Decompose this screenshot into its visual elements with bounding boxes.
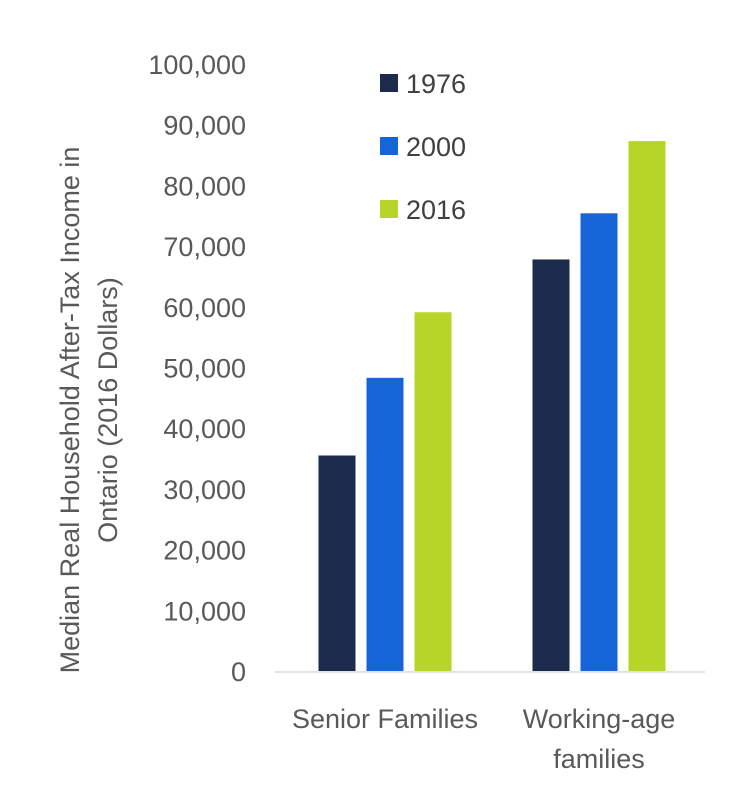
legend-swatch	[380, 200, 398, 218]
y-tick-label: 40,000	[163, 414, 246, 444]
legend-label: 2016	[406, 195, 466, 225]
legend-swatch	[380, 74, 398, 92]
bar-2016	[628, 141, 666, 672]
bars	[318, 141, 666, 672]
y-tick-label: 80,000	[163, 171, 246, 201]
legend-swatch	[380, 137, 398, 155]
y-tick-label: 100,000	[148, 50, 246, 80]
y-tick-label: 0	[231, 657, 246, 687]
bar-2000	[366, 377, 404, 671]
bar-1976	[318, 455, 356, 671]
x-category-label: Working-age	[523, 704, 676, 734]
y-tick-label: 60,000	[163, 293, 246, 323]
bar-1976	[532, 259, 570, 671]
x-category-label: Senior Families	[292, 704, 478, 734]
y-tick-label: 70,000	[163, 232, 246, 262]
legend: 1976 2000 2016	[380, 69, 466, 225]
legend-label: 1976	[406, 69, 466, 99]
x-category-label: families	[553, 744, 645, 774]
bar-2000	[580, 213, 618, 671]
bar-2016	[414, 312, 452, 671]
y-tick-label: 20,000	[163, 536, 246, 566]
y-tick-label: 90,000	[163, 111, 246, 141]
y-axis-ticks: 0 10,000 20,000 30,000 40,000 50,000 60,000 70,…	[148, 50, 246, 687]
y-axis-label: Median Real Household After-Tax Income i…	[55, 147, 123, 674]
y-tick-label: 30,000	[163, 475, 246, 505]
y-tick-label: 10,000	[163, 596, 246, 626]
y-tick-label: 50,000	[163, 354, 246, 384]
legend-label: 2000	[406, 132, 466, 162]
x-axis-categories: Senior Families Working-age families	[292, 704, 675, 774]
